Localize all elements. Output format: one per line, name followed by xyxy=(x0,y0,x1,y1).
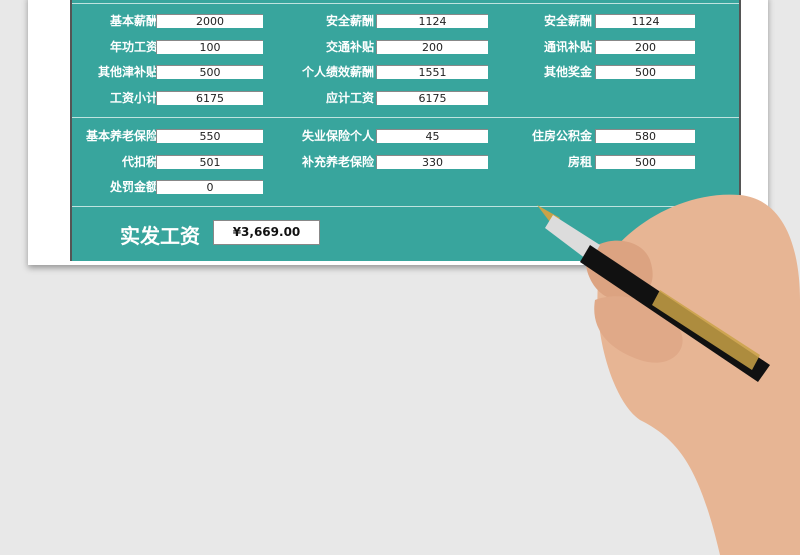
field-input[interactable]: 500 xyxy=(595,155,695,169)
field-label: 其他津补贴 xyxy=(97,65,158,79)
field-input[interactable]: 100 xyxy=(156,40,263,54)
net-pay-label: 实发工资 xyxy=(120,224,200,248)
field-input[interactable]: 1124 xyxy=(595,14,695,28)
field-input[interactable]: 500 xyxy=(595,65,695,79)
salary-panel: 基本薪酬 2000 安全薪酬 1124 安全薪酬 1124 年功工资 100 交通补贴 200 通讯… xyxy=(70,0,741,261)
field-input[interactable]: 2000 xyxy=(156,14,263,28)
field-label: 安全薪酬 xyxy=(543,14,592,28)
field-label: 应计工资 xyxy=(325,91,374,105)
field-input[interactable]: 6175 xyxy=(376,91,488,105)
field-input[interactable]: 200 xyxy=(595,40,695,54)
field-input[interactable]: 1551 xyxy=(376,65,488,79)
field-label: 房租 xyxy=(567,155,592,169)
field-label: 交通补贴 xyxy=(325,40,374,54)
field-label: 基本养老保险 xyxy=(85,129,158,143)
field-label: 失业保险个人 xyxy=(301,129,374,143)
field-label: 处罚金额 xyxy=(109,180,158,194)
field-input[interactable]: 200 xyxy=(376,40,488,54)
field-input[interactable]: 330 xyxy=(376,155,488,169)
divider xyxy=(72,117,739,118)
field-input[interactable]: 500 xyxy=(156,65,263,79)
field-label: 个人绩效薪酬 xyxy=(301,65,374,79)
field-input[interactable]: 0 xyxy=(156,180,263,194)
field-label: 工资小计 xyxy=(109,91,158,105)
divider xyxy=(72,206,739,207)
field-label: 住房公积金 xyxy=(531,129,592,143)
field-label: 其他奖金 xyxy=(543,65,592,79)
field-input[interactable]: 6175 xyxy=(156,91,263,105)
field-label: 代扣税 xyxy=(121,155,158,169)
field-input[interactable]: 45 xyxy=(376,129,488,143)
net-pay-value[interactable]: ¥3,669.00 xyxy=(213,220,320,245)
field-input[interactable]: 501 xyxy=(156,155,263,169)
field-label: 基本薪酬 xyxy=(109,14,158,28)
divider xyxy=(72,3,739,4)
field-input[interactable]: 550 xyxy=(156,129,263,143)
field-input[interactable]: 580 xyxy=(595,129,695,143)
field-label: 年功工资 xyxy=(109,40,158,54)
field-label: 安全薪酬 xyxy=(325,14,374,28)
field-label: 补充养老保险 xyxy=(301,155,374,169)
field-input[interactable]: 1124 xyxy=(376,14,488,28)
field-label: 通讯补贴 xyxy=(543,40,592,54)
